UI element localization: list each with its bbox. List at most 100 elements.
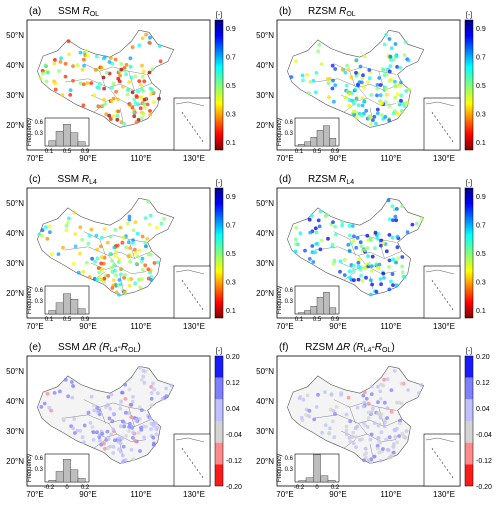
site-marker (395, 92, 400, 96)
site-marker (151, 381, 155, 386)
site-marker (395, 234, 400, 239)
inset-coast (175, 101, 205, 107)
map-panel: (b) RZSM ROL 0.6 0.3 0.1 0.5 0.9 Frequency 50°N… (256, 6, 486, 163)
inset-island (201, 307, 204, 311)
site-marker (75, 428, 80, 433)
site-marker (117, 278, 122, 282)
colorbar-tick: -0.12 (226, 458, 242, 465)
site-marker (129, 75, 134, 80)
site-marker (394, 54, 399, 59)
site-marker (148, 35, 152, 40)
site-marker (387, 258, 392, 263)
expr-sub2: OL (128, 347, 137, 354)
lon-tick-label: 110°E (380, 490, 401, 499)
colorbar-segment (465, 464, 473, 486)
site-marker (354, 115, 359, 120)
site-marker (352, 278, 356, 283)
site-marker (113, 254, 118, 258)
site-marker (294, 237, 298, 242)
site-marker (319, 62, 324, 66)
site-marker (331, 419, 335, 424)
site-marker (391, 450, 396, 455)
site-marker (69, 380, 74, 384)
site-marker (126, 277, 131, 282)
site-marker (102, 441, 106, 446)
site-marker (131, 457, 136, 462)
site-marker (95, 430, 99, 435)
panel-title: (e) SSM ΔR (RL4-ROL) (29, 342, 141, 354)
province-boundary (343, 103, 356, 113)
inset-island (451, 307, 454, 311)
site-marker (155, 225, 159, 230)
site-marker (142, 97, 147, 102)
province-boundary (343, 439, 356, 449)
site-marker (323, 423, 328, 428)
site-marker (149, 252, 153, 257)
site-marker (117, 292, 121, 297)
panel-letter: (e) (29, 342, 44, 353)
site-marker (129, 403, 134, 407)
site-marker (45, 70, 50, 75)
site-marker (117, 436, 121, 440)
site-marker (140, 234, 145, 239)
site-marker (122, 275, 126, 280)
site-marker (299, 415, 304, 420)
inset-island (444, 129, 446, 132)
site-marker (127, 103, 132, 107)
expr-sub1: L4 (110, 347, 118, 354)
colorbar-tick: 0.7 (476, 54, 486, 61)
site-marker (314, 90, 318, 95)
panel-variable: SSM (57, 174, 81, 185)
site-marker (364, 275, 368, 280)
panel-variable: SSM (58, 6, 82, 17)
site-marker (400, 270, 405, 275)
site-marker (107, 113, 112, 118)
histogram-xtick: 0.2 (331, 485, 340, 491)
histogram-bar (310, 306, 318, 315)
site-marker (375, 236, 380, 241)
site-marker (97, 270, 102, 275)
inset-island (439, 458, 441, 461)
histogram-bar (304, 310, 311, 315)
inset-island (431, 447, 434, 451)
site-marker (390, 204, 395, 208)
colorbar-tick: 0.12 (226, 380, 240, 387)
histogram-bar (48, 310, 57, 315)
inset-island (194, 297, 196, 300)
site-marker (42, 401, 47, 406)
inset-island (444, 297, 446, 300)
site-marker (401, 274, 406, 279)
site-marker (99, 255, 104, 259)
site-marker (312, 417, 317, 422)
histogram-xtick: 0.9 (331, 317, 340, 323)
lat-tick-label: 20°N (6, 289, 24, 298)
site-marker (152, 100, 156, 105)
site-marker (88, 420, 93, 425)
site-marker (351, 430, 356, 435)
site-marker (374, 289, 379, 294)
colorbar-tick: 0.04 (226, 406, 240, 413)
south-china-sea-inset (423, 97, 461, 151)
province-boundary (369, 275, 374, 289)
province-boundary (366, 98, 397, 107)
site-marker (145, 237, 150, 241)
site-marker (154, 432, 159, 437)
site-marker (101, 75, 106, 80)
site-marker (391, 257, 396, 262)
site-marker (121, 444, 126, 449)
site-marker (105, 429, 110, 434)
site-marker (373, 230, 378, 235)
panel-metric: R (82, 174, 89, 185)
site-marker (43, 225, 48, 229)
site-marker (86, 410, 91, 415)
site-marker (37, 232, 42, 237)
site-marker (364, 396, 369, 401)
colorbar-tick: 0.20 (476, 354, 490, 361)
site-marker (326, 81, 331, 85)
site-marker (108, 117, 113, 121)
site-marker (361, 404, 366, 409)
panel-letter: (d) (279, 174, 294, 185)
site-marker (320, 430, 325, 435)
site-marker (348, 233, 352, 238)
site-marker (399, 381, 404, 386)
